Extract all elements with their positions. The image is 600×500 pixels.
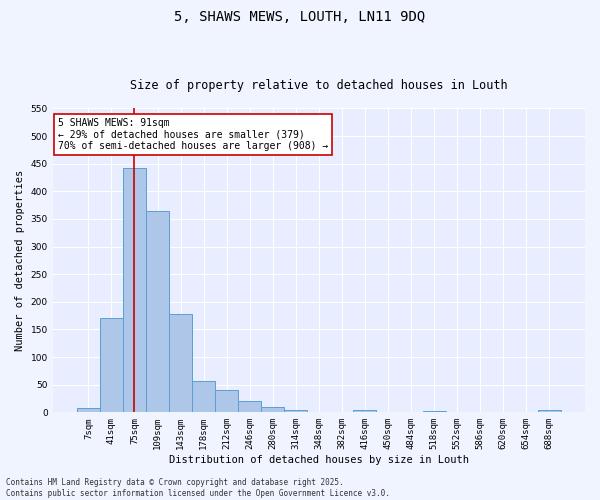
Text: 5, SHAWS MEWS, LOUTH, LN11 9DQ: 5, SHAWS MEWS, LOUTH, LN11 9DQ [175, 10, 425, 24]
Bar [100, 318, 123, 412]
Bar [261, 407, 284, 412]
Bar [215, 390, 238, 412]
X-axis label: Distribution of detached houses by size in Louth: Distribution of detached houses by size … [169, 455, 469, 465]
Y-axis label: Number of detached properties: Number of detached properties [15, 170, 25, 351]
Bar [238, 400, 261, 412]
Title: Size of property relative to detached houses in Louth: Size of property relative to detached ho… [130, 79, 508, 92]
Bar [77, 408, 100, 412]
Bar [284, 410, 307, 412]
Text: 5 SHAWS MEWS: 91sqm
← 29% of detached houses are smaller (379)
70% of semi-detac: 5 SHAWS MEWS: 91sqm ← 29% of detached ho… [58, 118, 328, 151]
Bar [422, 410, 446, 412]
Bar [538, 410, 561, 412]
Bar [169, 314, 192, 412]
Bar [123, 168, 146, 412]
Bar [353, 410, 376, 412]
Bar [192, 381, 215, 412]
Text: Contains HM Land Registry data © Crown copyright and database right 2025.
Contai: Contains HM Land Registry data © Crown c… [6, 478, 390, 498]
Bar [146, 210, 169, 412]
